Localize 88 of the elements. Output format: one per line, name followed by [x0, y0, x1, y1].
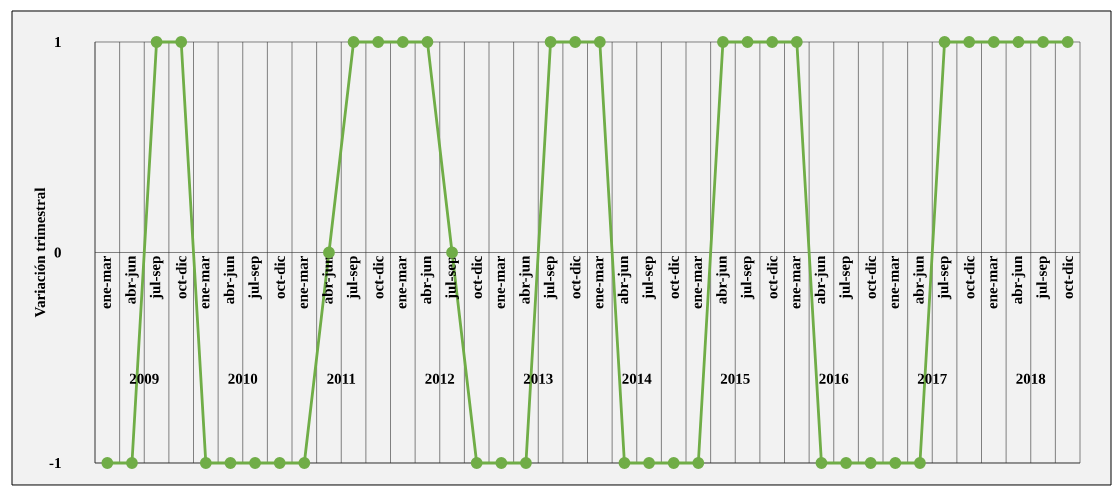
x-tick-label: jul-sep: [937, 256, 952, 300]
point: [544, 36, 557, 48]
x-tick-label: ene-mar: [300, 256, 308, 309]
x-tick-label: abr-jun: [814, 255, 829, 304]
point: [987, 36, 1000, 48]
point: [372, 36, 385, 48]
x-tick-label: ene-mar: [891, 256, 899, 309]
annotation: 2011: [327, 373, 356, 384]
y-tick-label: -1: [49, 458, 61, 468]
x-tick-label: jul-sep: [1036, 256, 1050, 300]
x-tick-label: abr-jun: [617, 255, 632, 304]
point: [199, 457, 212, 469]
point: [126, 457, 138, 469]
y-tick-label: 1: [55, 37, 61, 47]
x-tick-label: abr-jun: [125, 255, 139, 304]
x-tick-label: oct-dic: [175, 256, 187, 299]
point: [667, 457, 680, 469]
x-tick-label: ene-mar: [990, 256, 998, 309]
x-tick-label: ene-mar: [497, 256, 505, 309]
point: [889, 457, 902, 469]
point: [150, 36, 163, 48]
x-tick-label: ene-mar: [694, 256, 702, 309]
x-tick-label: jul-sep: [149, 256, 164, 300]
y-tick-label: 0: [54, 247, 61, 258]
x-tick-label: abr-jun: [913, 255, 927, 304]
x-tick-label: oct-dic: [963, 256, 975, 299]
annotation: 2016: [819, 373, 849, 384]
point: [470, 457, 483, 469]
x-tick-label: oct-dic: [569, 256, 581, 299]
x-tick-label: jul-sep: [642, 256, 656, 300]
point: [815, 457, 828, 469]
point: [963, 36, 976, 48]
point: [741, 36, 754, 48]
point: [692, 457, 705, 469]
point: [618, 457, 631, 469]
point: [840, 457, 852, 469]
annotation: 2010: [228, 373, 258, 384]
x-tick-label: oct-dic: [372, 256, 384, 299]
x-tick-label: ene-mar: [399, 256, 407, 309]
point: [224, 457, 237, 469]
x-tick-label: jul-sep: [839, 256, 853, 300]
annotation: 2018: [1016, 373, 1046, 384]
point: [298, 457, 311, 469]
point: [347, 36, 360, 48]
x-tick-label: abr-jun: [519, 255, 533, 304]
x-tick-label: ene-mar: [103, 256, 111, 309]
x-tick-label: oct-dic: [668, 256, 679, 299]
x-tick-label: abr-jun: [223, 255, 238, 304]
point: [569, 36, 582, 48]
point: [914, 457, 926, 469]
x-tick-label: oct-dic: [274, 256, 285, 299]
x-tick-label: ene-mar: [596, 256, 604, 309]
point: [249, 457, 261, 469]
x-tick-label: ene-mar: [793, 256, 801, 309]
y-axis-title: Variación trimestral: [34, 187, 46, 318]
point: [1037, 36, 1049, 48]
point: [495, 457, 508, 469]
x-tick-label: oct-dic: [865, 256, 876, 299]
point: [101, 457, 114, 469]
x-tick-label: abr-jun: [716, 255, 730, 304]
point: [1061, 36, 1074, 48]
annotation: 2015: [720, 373, 750, 384]
annotation: 2012: [425, 373, 455, 384]
x-tick-label: jul-sep: [346, 256, 361, 300]
x-tick-label: abr-jun: [420, 255, 435, 304]
x-tick-label: jul-sep: [248, 256, 262, 300]
x-tick-label: jul-sep: [445, 256, 459, 300]
x-tick-label: oct-dic: [1062, 256, 1073, 299]
point: [520, 457, 532, 469]
point: [175, 36, 188, 48]
x-tick-label: oct-dic: [766, 256, 778, 299]
annotation: 2014: [622, 373, 652, 384]
x-tick-label: jul-sep: [740, 256, 755, 300]
point: [593, 36, 606, 48]
point: [421, 36, 434, 48]
x-tick-label: oct-dic: [471, 256, 482, 299]
point: [938, 36, 951, 48]
point: [643, 457, 655, 469]
x-tick-label: abr-jun: [1011, 255, 1026, 304]
point: [864, 457, 877, 469]
point: [766, 36, 779, 48]
x-tick-label: ene-mar: [202, 256, 210, 309]
x-tick-label: jul-sep: [543, 256, 558, 300]
point: [790, 36, 803, 48]
point: [396, 36, 409, 48]
point: [717, 36, 729, 48]
point: [1012, 36, 1025, 48]
point: [273, 457, 286, 469]
